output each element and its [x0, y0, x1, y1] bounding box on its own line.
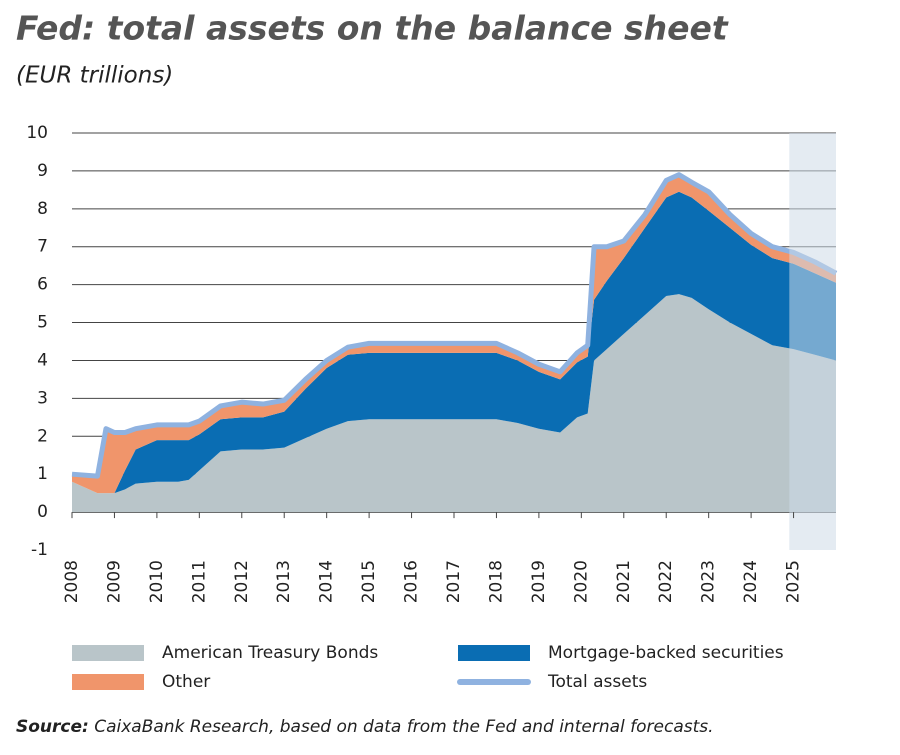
source: Source: CaixaBank Research, based on dat…	[16, 717, 714, 737]
y-tick-label: 6	[37, 275, 48, 295]
y-tick-label: 10	[26, 123, 48, 143]
legend-swatch	[72, 645, 144, 661]
x-tick-label: 2008	[62, 560, 82, 603]
y-tick-label: 2	[37, 426, 48, 446]
x-tick-label: 2011	[189, 560, 209, 603]
area	[72, 294, 836, 513]
x-tick-label: 2017	[444, 560, 464, 603]
x-tick-label: 2021	[614, 560, 634, 603]
x-tick-label: 2022	[656, 560, 676, 603]
legend-label: Total assets	[547, 672, 647, 692]
source-label: Source:	[16, 717, 89, 737]
x-tick-label: 2025	[784, 560, 804, 603]
y-tick-label: 5	[37, 313, 48, 333]
x-tick-label: 2009	[104, 560, 124, 603]
y-tick-label: 3	[37, 388, 48, 408]
x-tick-label: 2018	[486, 560, 506, 603]
legend-label: Other	[162, 672, 210, 692]
area	[72, 191, 836, 494]
area	[72, 174, 836, 494]
chart-subtitle: (EUR trillions)	[16, 63, 173, 89]
legend-label: American Treasury Bonds	[162, 643, 378, 663]
x-tick-label: 2014	[317, 560, 337, 603]
x-tick-label: 2024	[741, 560, 761, 603]
y-tick-label: 0	[37, 502, 48, 522]
plot: -1 0 1 2 3 4 5 6 7 8 9 10 2008 2009 2010 2011 2012 2013 20…	[26, 123, 838, 603]
legend-swatch	[458, 645, 530, 661]
legend: American Treasury Bonds Mortgage-backed s…	[72, 643, 784, 692]
total-line	[71, 172, 838, 479]
forecast-shade	[789, 133, 836, 550]
y-tick-label: -1	[31, 540, 48, 560]
y-tick-label: 9	[37, 161, 48, 181]
y-tick-label: 1	[37, 464, 48, 484]
source-text: CaixaBank Research, based on data from t…	[94, 717, 713, 737]
x-tick-label: 2015	[359, 560, 379, 603]
x-tick-label: 2023	[699, 560, 719, 603]
x-tick-label: 2012	[232, 560, 252, 603]
y-tick-label: 8	[37, 199, 48, 219]
x-tick-label: 2016	[402, 560, 422, 603]
x-tick-label: 2019	[529, 560, 549, 603]
legend-swatch	[72, 674, 144, 690]
legend-label: Mortgage-backed securities	[548, 643, 784, 663]
x-tick-label: 2010	[147, 560, 167, 603]
x-tick-label: 2020	[571, 560, 591, 603]
chart-title: Fed: total assets on the balance sheet	[16, 9, 729, 48]
y-tick-label: 7	[37, 237, 48, 257]
x-tick-label: 2013	[274, 560, 294, 603]
y-tick-label: 4	[37, 350, 48, 370]
